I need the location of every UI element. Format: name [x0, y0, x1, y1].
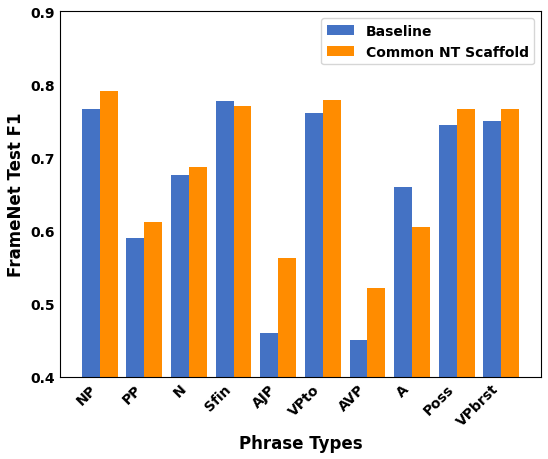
Bar [278, 259, 296, 459]
X-axis label: Phrase Types: Phrase Types [239, 434, 362, 452]
Bar [82, 109, 100, 459]
Bar [171, 176, 189, 459]
Bar [233, 106, 252, 459]
Bar [368, 289, 385, 459]
Bar [144, 223, 162, 459]
Bar [501, 110, 519, 459]
Bar [100, 92, 118, 459]
Bar [260, 333, 278, 459]
Bar [127, 238, 144, 459]
Bar [323, 101, 341, 459]
Bar [456, 110, 475, 459]
Bar [216, 101, 233, 459]
Bar [439, 126, 456, 459]
Bar [412, 227, 430, 459]
Bar [394, 187, 412, 459]
Legend: Baseline, Common NT Scaffold: Baseline, Common NT Scaffold [321, 19, 534, 65]
Bar [189, 168, 207, 459]
Y-axis label: FrameNet Test F1: FrameNet Test F1 [7, 112, 25, 277]
Bar [483, 122, 501, 459]
Bar [350, 340, 368, 459]
Bar [305, 114, 323, 459]
